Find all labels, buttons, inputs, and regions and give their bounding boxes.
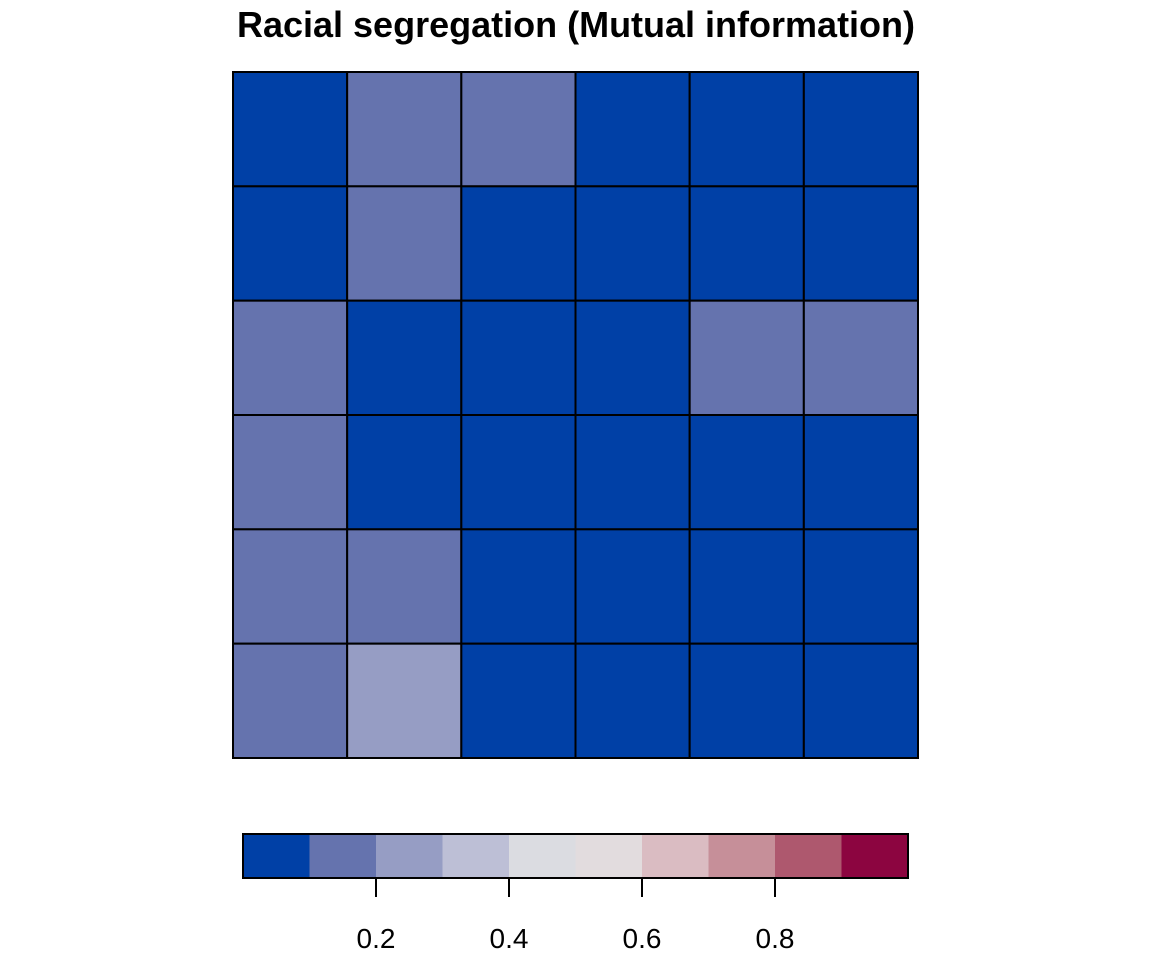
legend-tick-label: 0.2 (357, 923, 396, 954)
heatmap-cell (460, 185, 577, 302)
heatmap-cells (232, 71, 919, 760)
heatmap-cell (460, 414, 577, 531)
legend-tick-label: 0.6 (623, 923, 662, 954)
heatmap-cell (346, 299, 463, 416)
heatmap-cell (688, 71, 805, 188)
heatmap-cell (802, 185, 919, 302)
legend-swatch (575, 834, 643, 878)
heatmap-cell (232, 528, 349, 645)
legend-swatch (642, 834, 709, 878)
heatmap-cell (802, 528, 919, 645)
heatmap-cell (802, 71, 919, 188)
heatmap-cell (460, 299, 577, 416)
legend-tick-label: 0.8 (756, 923, 795, 954)
legend-swatch (509, 834, 576, 878)
heatmap-cell (460, 642, 577, 760)
heatmap-cell (688, 185, 805, 302)
legend-swatch (708, 834, 776, 878)
legend-swatch (775, 834, 842, 878)
heatmap-cell (574, 528, 691, 645)
heatmap-cell (688, 642, 805, 760)
heatmap-cell (346, 71, 463, 188)
legend-swatch (376, 834, 443, 878)
legend-swatch (841, 834, 909, 878)
heatmap-cell (688, 414, 805, 531)
heatmap-cell (346, 642, 463, 760)
legend-border (242, 833, 909, 879)
heatmap-cell (232, 299, 349, 416)
heatmap-cell (346, 185, 463, 302)
legend-swatch (442, 834, 510, 878)
heatmap-cell (688, 299, 805, 416)
heatmap-cell (574, 71, 691, 188)
heatmap-cell (574, 299, 691, 416)
heatmap-cell (688, 528, 805, 645)
legend-tick-label: 0.4 (490, 923, 529, 954)
heatmap-cell (460, 71, 577, 188)
heatmap-cell (802, 414, 919, 531)
heatmap-cell (232, 642, 349, 760)
legend-swatch (309, 834, 377, 878)
heatmap-cell (232, 414, 349, 531)
heatmap-cell (460, 528, 577, 645)
heatmap-cell (232, 185, 349, 302)
heatmap-cell (346, 414, 463, 531)
heatmap-cell (574, 185, 691, 302)
color-legend: 0.2 0.4 0.6 0.8 (242, 833, 909, 954)
heatmap-cell (802, 642, 919, 760)
heatmap-cell (346, 528, 463, 645)
chart-title: Racial segregation (Mutual information) (237, 4, 915, 45)
heatmap-cell (574, 414, 691, 531)
heatmap-cell (232, 71, 349, 188)
heatmap-cell (802, 299, 919, 416)
heatmap-cell (574, 642, 691, 760)
legend-swatch (243, 834, 310, 878)
